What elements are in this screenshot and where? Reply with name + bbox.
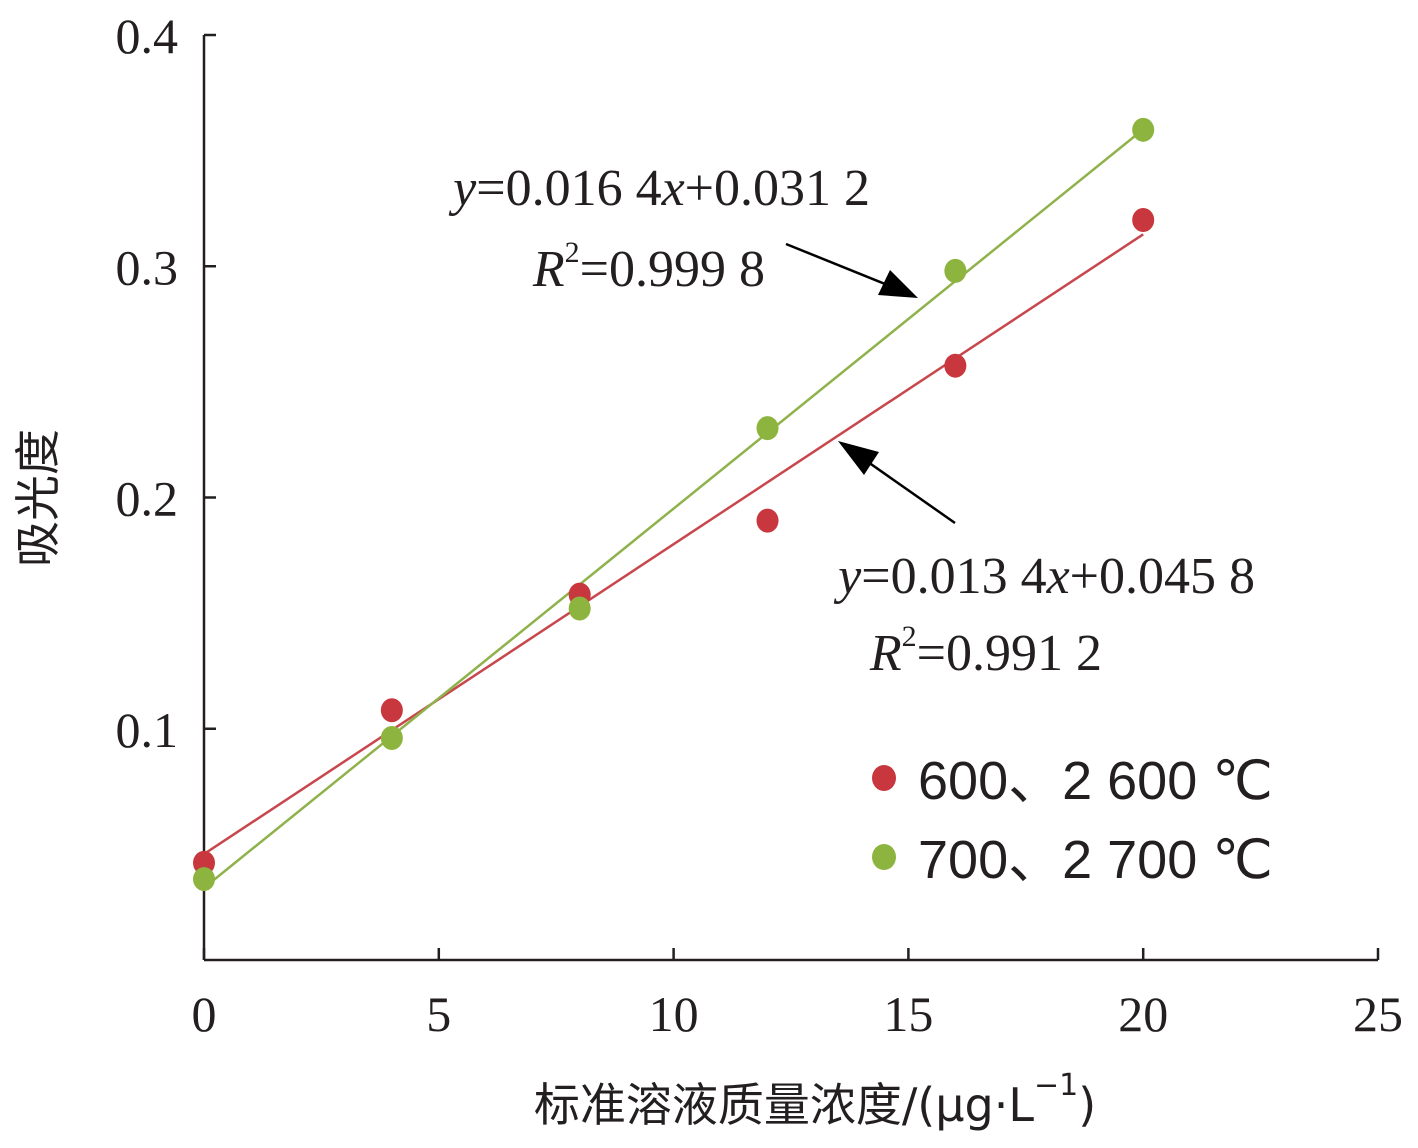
x-tick-label: 5	[426, 986, 451, 1042]
arrow-head-series-1	[838, 441, 879, 475]
data-point-series-2	[380, 726, 403, 750]
legend-label-series-1: 600、2 600 ℃	[918, 751, 1273, 811]
y-ticks: 0.1 0.2 0.3 0.4	[116, 8, 216, 758]
trendline-series-1	[203, 233, 1144, 856]
x-tick-label: 15	[883, 986, 933, 1042]
r2-series-2: R2=0.999 8	[532, 236, 765, 298]
legend: 600、2 600 ℃ 700、2 700 ℃	[872, 751, 1273, 890]
legend-marker-series-1	[872, 765, 896, 791]
data-point-series-1	[944, 353, 967, 378]
x-tick-label: 0	[192, 986, 217, 1042]
equation-series-2: y=0.016 4x+0.031 2	[448, 160, 870, 217]
data-point-series-1	[756, 508, 779, 533]
x-tick-label: 25	[1353, 986, 1403, 1042]
legend-marker-series-2	[872, 844, 896, 870]
data-point-series-1	[380, 698, 403, 723]
trendlines	[203, 128, 1144, 889]
data-point-series-1	[1132, 208, 1155, 232]
legend-label-series-2: 700、2 700 ℃	[918, 830, 1273, 890]
y-axis-title: 吸光度	[11, 429, 65, 567]
data-point-series-2	[756, 416, 779, 441]
equation-series-1: y=0.013 4x+0.045 8	[833, 548, 1255, 605]
arrow-line-series-1	[857, 453, 956, 525]
arrow-line-series-2	[785, 242, 901, 292]
equation-annotation-series-2: y=0.016 4x+0.031 2 R2=0.999 8	[448, 160, 918, 298]
y-tick-label: 0.4	[116, 8, 179, 64]
data-point-series-2	[568, 596, 591, 621]
data-points	[193, 117, 1155, 892]
trendline-series-2	[203, 128, 1144, 889]
equation-annotation-series-1: y=0.013 4x+0.045 8 R2=0.991 2	[833, 441, 1255, 682]
legend-item-series-1: 600、2 600 ℃	[872, 751, 1273, 811]
x-tick-label: 20	[1118, 986, 1168, 1042]
data-point-series-2	[944, 258, 967, 283]
y-tick-label: 0.2	[116, 471, 179, 527]
y-tick-label: 0.1	[116, 702, 179, 758]
x-tick-label: 10	[649, 986, 699, 1042]
x-ticks: 0 5 10 15 20 25	[192, 948, 1403, 1042]
data-point-series-2	[193, 867, 215, 892]
arrow-head-series-2	[878, 270, 918, 298]
x-axis-title: 标准溶液质量浓度/(μg·L−1)	[534, 1068, 1096, 1132]
legend-item-series-2: 700、2 700 ℃	[872, 830, 1273, 890]
data-point-series-2	[1132, 117, 1155, 142]
y-tick-label: 0.3	[116, 239, 179, 295]
r2-series-1: R2=0.991 2	[869, 620, 1102, 682]
